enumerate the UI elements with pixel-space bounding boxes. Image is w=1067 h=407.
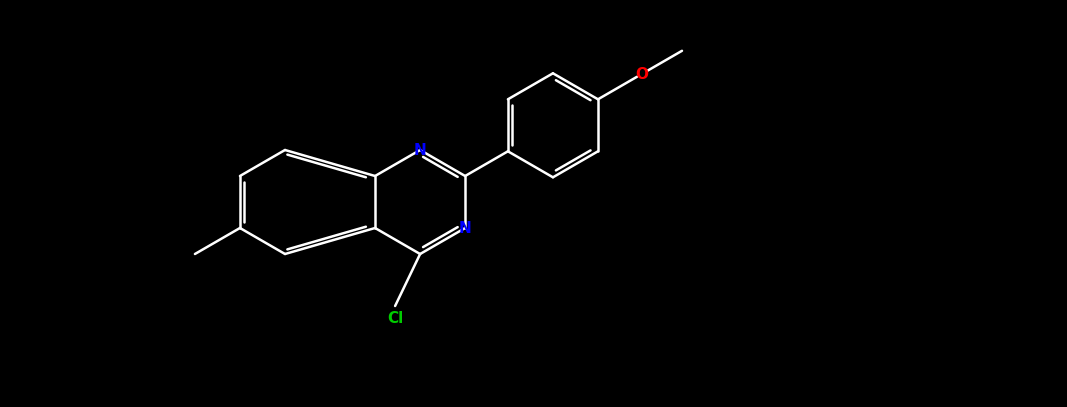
Text: N: N [459, 221, 472, 236]
Text: O: O [635, 67, 648, 82]
Text: N: N [414, 142, 427, 158]
Text: Cl: Cl [387, 311, 403, 326]
